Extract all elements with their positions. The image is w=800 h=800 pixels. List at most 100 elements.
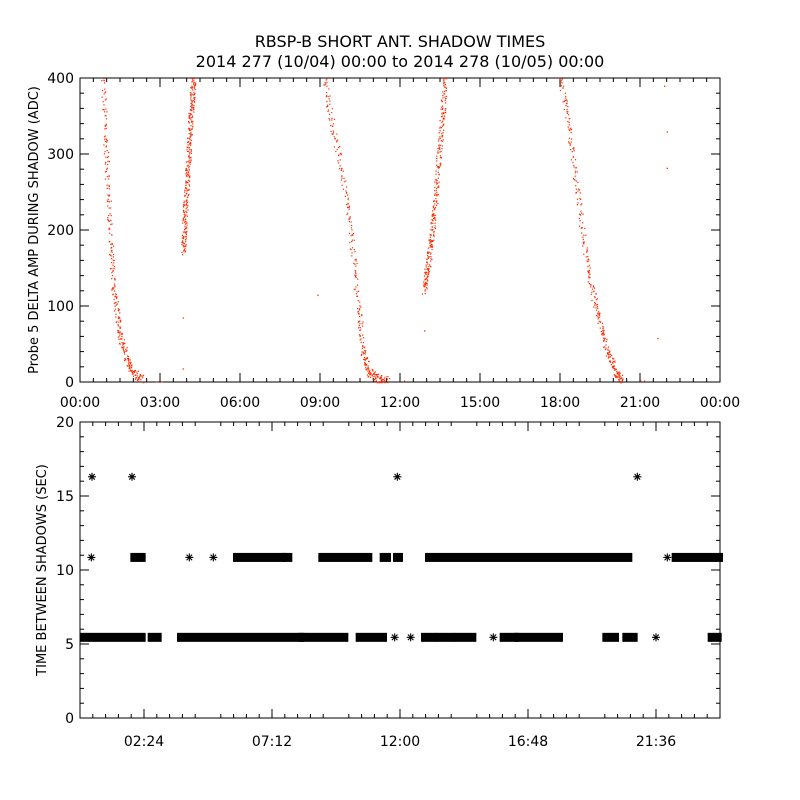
data-point-curve-2 bbox=[193, 81, 195, 84]
data-point-curve-3 bbox=[364, 346, 366, 348]
y-tick-label: 0 bbox=[65, 711, 74, 727]
data-point-curve-4 bbox=[438, 181, 440, 183]
data-point-curve-4 bbox=[440, 150, 442, 153]
data-point-curve-5 bbox=[603, 339, 606, 341]
data-band bbox=[425, 552, 633, 562]
data-point-curve-1 bbox=[112, 287, 114, 289]
data-point-curve-1 bbox=[119, 321, 122, 323]
data-point-curve-5 bbox=[593, 296, 596, 298]
data-point-curve-4 bbox=[431, 245, 434, 247]
data-point-curve-3 bbox=[347, 203, 349, 205]
data-point-curve-2 bbox=[185, 180, 187, 182]
data-point-curve-1 bbox=[136, 371, 138, 373]
data-point-curve-2 bbox=[186, 146, 188, 149]
data-point-curve-1 bbox=[108, 228, 110, 231]
data-point-curve-1 bbox=[119, 326, 121, 328]
data-point-curve-1 bbox=[107, 217, 109, 219]
data-point-curve-1 bbox=[107, 163, 109, 166]
data-point-curve-2 bbox=[184, 220, 186, 222]
data-point-curve-1 bbox=[105, 139, 108, 141]
data-point-curve-5 bbox=[568, 129, 571, 132]
data-point-curve-1 bbox=[106, 200, 108, 202]
data-point-curve-1 bbox=[121, 342, 123, 344]
data-point-curve-4 bbox=[423, 286, 425, 288]
data-point-curve-3 bbox=[362, 345, 364, 347]
data-point-curve-2 bbox=[189, 151, 191, 154]
data-point-curve-3 bbox=[368, 367, 370, 369]
data-point-curve-3 bbox=[351, 229, 353, 231]
data-point-curve-3 bbox=[384, 381, 386, 384]
data-point-curve-3 bbox=[386, 378, 389, 380]
data-point-curve-1 bbox=[112, 256, 114, 258]
data-point-curve-1 bbox=[104, 99, 106, 101]
data-point-curve-2 bbox=[185, 175, 188, 177]
data-point-curve-5 bbox=[612, 365, 614, 367]
data-point-curve-3 bbox=[349, 216, 351, 218]
data-point-curve-2 bbox=[184, 191, 186, 193]
data-point-curve-2 bbox=[184, 212, 186, 214]
data-point-curve-1 bbox=[109, 232, 111, 234]
data-point-curve-5 bbox=[621, 380, 624, 382]
data-point-curve-1 bbox=[105, 138, 107, 140]
data-point-curve-3 bbox=[352, 234, 354, 236]
data-point-curve-5 bbox=[598, 320, 600, 322]
data-point-curve-5 bbox=[599, 327, 601, 329]
data-point-curve-2 bbox=[188, 175, 190, 178]
data-point-curve-5 bbox=[570, 127, 572, 129]
data-point-curve-5 bbox=[568, 114, 570, 116]
data-point-curve-4 bbox=[436, 193, 438, 196]
data-point-curve-3 bbox=[355, 272, 357, 275]
data-point-curve-4 bbox=[433, 239, 435, 241]
data-point-curve-2 bbox=[185, 237, 187, 239]
data-point-curve-5 bbox=[592, 285, 595, 287]
data-point-curve-2 bbox=[184, 221, 186, 223]
data-point-curve-2 bbox=[184, 250, 187, 252]
x-tick-label: 18:00 bbox=[540, 395, 580, 411]
data-point-curve-4 bbox=[424, 271, 426, 274]
data-point-curve-5 bbox=[618, 380, 620, 382]
data-point-curve-4 bbox=[444, 90, 446, 92]
data-point-curve-1 bbox=[114, 279, 116, 281]
data-point-curve-5 bbox=[619, 377, 621, 379]
data-point-curve-1 bbox=[112, 259, 114, 261]
data-point-curve-4 bbox=[424, 273, 427, 275]
data-point-curve-3 bbox=[329, 95, 331, 97]
y-tick-label: 5 bbox=[65, 637, 74, 653]
data-point-curve-3 bbox=[375, 380, 377, 382]
data-point-curve-4 bbox=[443, 85, 445, 87]
data-point-curve-4 bbox=[445, 86, 447, 88]
data-point-curve-5 bbox=[583, 253, 585, 255]
data-point-curve-5 bbox=[564, 99, 566, 102]
data-point-curve-2 bbox=[190, 108, 192, 111]
data-point-curve-3 bbox=[372, 378, 374, 380]
data-point-curve-4 bbox=[428, 271, 430, 273]
data-point-curve-4 bbox=[430, 234, 432, 236]
data-point-curve-4 bbox=[427, 270, 430, 272]
data-point-curve-4 bbox=[442, 135, 444, 137]
data-point-curve-3 bbox=[325, 91, 328, 94]
data-point-curve-4 bbox=[436, 166, 439, 168]
data-point-curve-2 bbox=[185, 233, 187, 236]
data-point-curve-4 bbox=[430, 258, 432, 260]
data-point-curve-5 bbox=[615, 374, 617, 377]
data-point-curve-1 bbox=[110, 247, 112, 249]
data-point-curve-1 bbox=[106, 141, 108, 143]
data-point-curve-4 bbox=[421, 293, 424, 295]
data-point-curve-2 bbox=[186, 190, 188, 192]
data-point-curve-4 bbox=[434, 203, 436, 205]
data-point-curve-3 bbox=[380, 377, 382, 379]
data-point-curve-4 bbox=[440, 99, 443, 101]
data-point-curve-4 bbox=[430, 246, 432, 248]
data-point-curve-4 bbox=[433, 213, 435, 215]
data-point-curve-3 bbox=[340, 179, 343, 181]
data-point-curve-2 bbox=[191, 101, 193, 103]
data-point-curve-3 bbox=[347, 197, 349, 199]
data-point-curve-4 bbox=[436, 155, 438, 157]
data-point-curve-5 bbox=[591, 288, 593, 290]
data-point-curve-4 bbox=[426, 254, 429, 257]
data-point-curve-5 bbox=[597, 312, 599, 314]
data-point-curve-5 bbox=[593, 301, 596, 304]
data-point-curve-2 bbox=[189, 157, 191, 159]
data-point-curve-1 bbox=[105, 124, 107, 126]
